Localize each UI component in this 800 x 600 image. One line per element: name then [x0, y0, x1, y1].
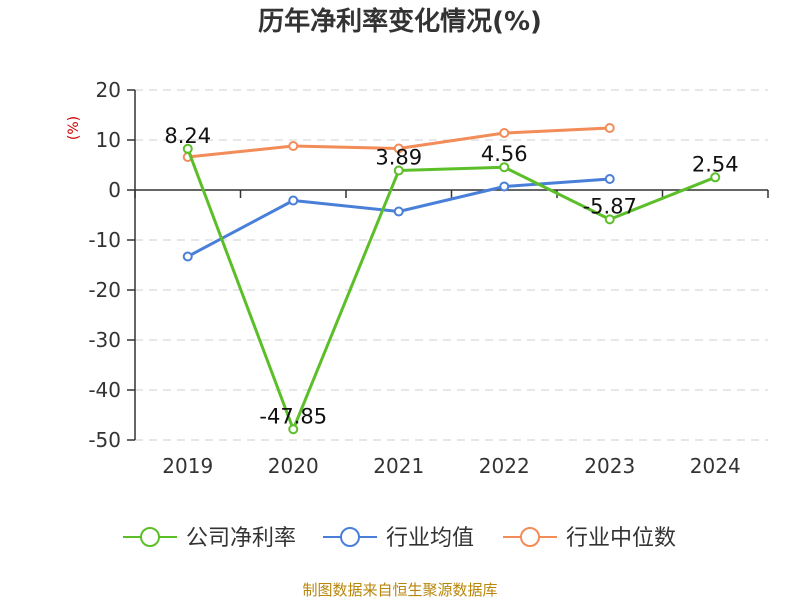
legend-marker	[520, 527, 540, 547]
y-tick-label: -40	[88, 378, 121, 402]
data-point	[288, 424, 299, 435]
series-lines	[182, 123, 721, 435]
data-point	[393, 206, 404, 217]
x-tick-label: 2020	[268, 454, 319, 478]
x-tick-label: 2023	[584, 454, 635, 478]
legend-marker	[340, 527, 360, 547]
y-tick-label: -50	[88, 428, 121, 452]
y-axis-label: (%)	[66, 116, 82, 140]
y-tick-label: 0	[108, 178, 121, 202]
x-tick-label: 2021	[373, 454, 424, 478]
chart-title: 历年净利率变化情况(%)	[258, 6, 542, 37]
legend-label: 公司净利率	[186, 526, 296, 551]
data-point	[499, 162, 510, 173]
data-label: 4.56	[481, 142, 528, 166]
data-point	[710, 172, 721, 183]
data-point	[393, 165, 404, 176]
legend-label: 行业中位数	[566, 526, 676, 551]
data-point	[393, 143, 404, 154]
x-tick-label: 2022	[479, 454, 530, 478]
x-tick-label: 2019	[162, 454, 213, 478]
y-tick-label: -20	[88, 278, 121, 302]
data-point	[604, 214, 615, 225]
data-point	[288, 195, 299, 206]
y-tick-label: -30	[88, 328, 121, 352]
data-label: -47.85	[259, 404, 327, 428]
data-point	[604, 123, 615, 133]
data-point	[182, 251, 193, 262]
axes: 20 10 0 -10 -20 -30 -40 -50 2019 2020 2021 2022 2023…	[88, 78, 769, 478]
x-tick-label: 2024	[690, 454, 741, 478]
data-labels: 8.24 -47.85 3.89 4.56 -5.87 2.54	[164, 124, 738, 428]
data-label: 8.24	[164, 124, 211, 148]
y-tick-label: 20	[96, 78, 121, 102]
data-label: -5.87	[583, 194, 637, 218]
series-line	[186, 148, 716, 431]
data-point	[604, 174, 615, 184]
data-point	[182, 143, 193, 154]
data-label: 2.54	[692, 152, 739, 176]
data-point	[288, 141, 299, 151]
legend-marker	[140, 527, 160, 547]
data-point	[499, 181, 510, 192]
y-tick-label: -10	[88, 228, 121, 252]
data-label: 3.89	[375, 146, 422, 170]
legend-label: 行业均值	[386, 526, 474, 551]
source-note: 制图数据来自恒生聚源数据库	[302, 581, 497, 599]
y-tick-label: 10	[96, 128, 121, 152]
legend: 公司净利率 行业均值 行业中位数	[123, 526, 676, 551]
data-point	[499, 128, 510, 138]
